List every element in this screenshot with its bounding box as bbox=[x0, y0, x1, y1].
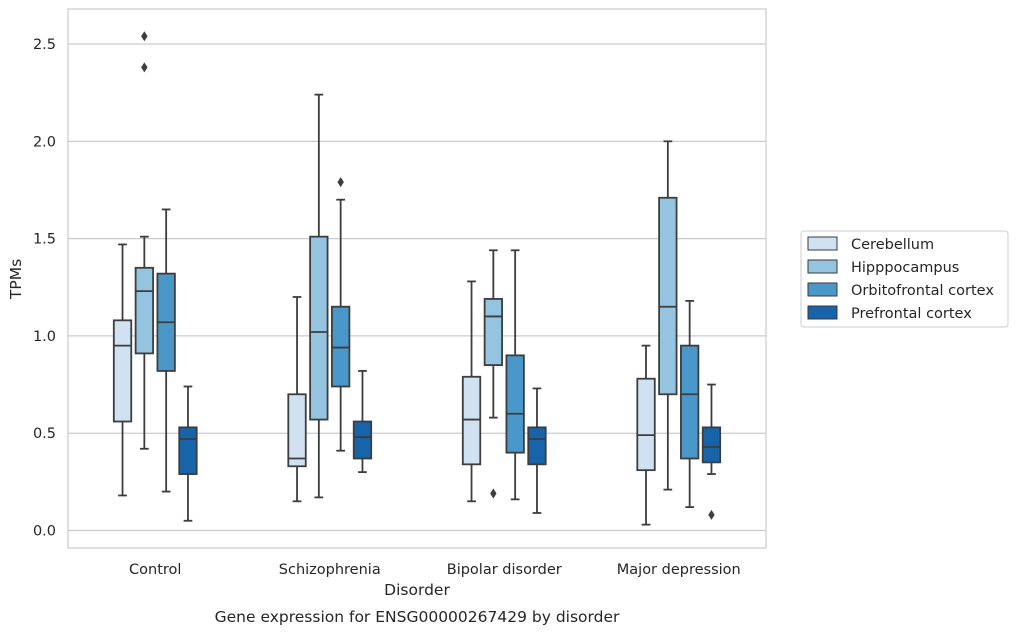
y-tick-label: 1.5 bbox=[33, 232, 56, 248]
x-axis-label: Disorder bbox=[384, 581, 450, 599]
y-tick-label: 2.0 bbox=[33, 134, 56, 150]
legend-frame bbox=[800, 230, 1009, 328]
outlier-point bbox=[490, 488, 497, 499]
box-1-2 bbox=[483, 249, 503, 499]
box-iqr bbox=[483, 298, 503, 366]
legend-label: Hipppocampus bbox=[851, 260, 959, 276]
outlier-point bbox=[337, 177, 344, 188]
box-iqr bbox=[134, 266, 154, 355]
box-iqr bbox=[287, 393, 307, 468]
legend-item: Cerebellum bbox=[807, 236, 934, 253]
legend-swatch bbox=[807, 305, 838, 320]
legend-item: Prefrontal cortex bbox=[807, 305, 972, 322]
outlier-point bbox=[141, 31, 148, 42]
box-2-2 bbox=[505, 249, 525, 501]
box-2-0 bbox=[156, 208, 176, 493]
x-tick-label: Major depression bbox=[617, 562, 741, 578]
y-tick-label: 2.5 bbox=[33, 37, 56, 53]
box-iqr bbox=[505, 354, 525, 454]
y-axis-ticks: 0.0 0.5 1.0 1.5 2.0 2.5 bbox=[33, 37, 56, 539]
legend-item: Hipppocampus bbox=[807, 259, 959, 276]
box-0-3 bbox=[636, 344, 656, 526]
y-tick-label: 0.5 bbox=[33, 426, 56, 442]
y-tick-label: 1.0 bbox=[33, 329, 56, 345]
box-1-1 bbox=[309, 93, 329, 499]
box-iqr bbox=[701, 426, 722, 464]
outlier-point bbox=[141, 62, 148, 73]
box-2-1 bbox=[331, 177, 351, 452]
box-iqr bbox=[331, 305, 351, 388]
y-tick-label: 0.0 bbox=[33, 523, 56, 539]
y-axis-label: TPMs bbox=[7, 259, 25, 300]
legend-swatch bbox=[807, 282, 838, 297]
box-iqr bbox=[352, 420, 373, 460]
box-iqr bbox=[309, 235, 329, 421]
legend-label: Prefrontal cortex bbox=[851, 306, 972, 322]
box-series-group bbox=[112, 31, 722, 526]
box-3-2 bbox=[527, 387, 547, 514]
box-0-1 bbox=[287, 296, 307, 503]
box-iqr bbox=[178, 426, 198, 475]
x-tick-label: Control bbox=[129, 562, 181, 578]
legend-swatch bbox=[807, 259, 838, 274]
legend-item: Orbitofrontal cortex bbox=[807, 282, 994, 299]
box-iqr bbox=[527, 426, 547, 466]
box-iqr bbox=[636, 377, 656, 472]
box-3-0 bbox=[178, 385, 198, 522]
chart-caption: Gene expression for ENSG00000267429 by d… bbox=[215, 608, 620, 626]
box-iqr bbox=[112, 319, 133, 423]
x-axis-ticks: Control Schizophrenia Bipolar disorder Majo… bbox=[129, 562, 741, 578]
box-1-3 bbox=[658, 140, 678, 491]
box-3-3 bbox=[701, 383, 722, 520]
box-0-0 bbox=[112, 243, 133, 497]
legend: Cerebellum Hipppocampus Orbitofrontal co… bbox=[800, 230, 1009, 328]
box-iqr bbox=[680, 344, 700, 460]
box-iqr bbox=[461, 375, 482, 466]
box-2-3 bbox=[680, 299, 700, 509]
box-0-2 bbox=[461, 280, 482, 503]
legend-label: Cerebellum bbox=[851, 237, 934, 253]
box-3-1 bbox=[352, 370, 373, 474]
outlier-point bbox=[708, 509, 715, 520]
x-tick-label: Bipolar disorder bbox=[447, 562, 562, 578]
legend-label: Orbitofrontal cortex bbox=[851, 283, 994, 299]
x-tick-label: Schizophrenia bbox=[279, 562, 381, 578]
plot-frame bbox=[67, 8, 767, 549]
box-iqr bbox=[658, 196, 678, 396]
legend-swatch bbox=[807, 236, 838, 251]
box-1-0 bbox=[134, 31, 154, 450]
